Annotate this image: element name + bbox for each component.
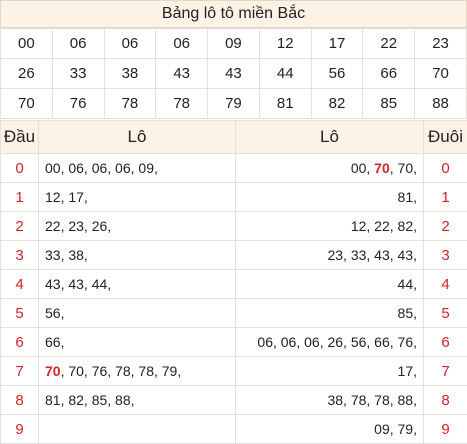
number-cell: 06	[103, 28, 157, 59]
grid-row: 26 33 38 43 43 44 56 66 70	[0, 58, 467, 89]
number-cell: 79	[207, 88, 260, 119]
lo-left-cell: 70, 70, 76, 78, 78, 79,	[38, 356, 236, 386]
table-row: 9 09, 79, 9	[0, 414, 467, 444]
lo-right-cell: 06, 06, 06, 26, 56, 66, 76,	[235, 327, 424, 357]
number-cell: 22	[362, 28, 416, 59]
duoi-cell: 9	[423, 414, 467, 444]
duoi-cell: 5	[423, 298, 467, 328]
number-cell: 33	[51, 58, 105, 89]
table-row: 0 00, 06, 06, 06, 09, 00, 70, 70, 0	[0, 153, 467, 183]
duoi-cell: 8	[423, 385, 467, 415]
dau-cell: 9	[0, 414, 39, 444]
lo-right-cell: 00, 70, 70,	[235, 153, 424, 183]
number-cell: 56	[310, 58, 364, 89]
lo-right-cell: 44,	[235, 269, 424, 299]
number-cell: 23	[414, 28, 467, 59]
numbers-grid: 00 06 06 06 09 12 17 22 23 26 33 38 43 43 44 56 66 70 70 76…	[0, 28, 467, 119]
lo-right-cell: 17,	[235, 356, 424, 386]
dau-cell: 5	[0, 298, 39, 328]
table-row: 1 12, 17, 81, 1	[0, 182, 467, 212]
duoi-cell: 3	[423, 240, 467, 270]
table-row: 7 70, 70, 76, 78, 78, 79, 17, 7	[0, 356, 467, 386]
number-cell: 38	[103, 58, 157, 89]
number-cell: 12	[258, 28, 312, 59]
number-cell: 06	[155, 28, 209, 59]
duoi-cell: 6	[423, 327, 467, 357]
lo-right-cell: 12, 22, 82,	[235, 211, 424, 241]
lo-left-cell: 12, 17,	[38, 182, 236, 212]
number-cell: 43	[207, 58, 260, 89]
number-cell: 76	[51, 88, 105, 119]
number-cell: 43	[155, 58, 209, 89]
lo-right-cell: 23, 33, 43, 43,	[235, 240, 424, 270]
header-lo-left: Lô	[38, 120, 236, 154]
number-cell: 06	[51, 28, 105, 59]
lo-left-cell: 56,	[38, 298, 236, 328]
number-cell: 85	[362, 88, 416, 119]
lo-left-cell: 81, 82, 85, 88,	[38, 385, 236, 415]
header-row: Đầu Lô Lô Đuôi	[0, 120, 467, 154]
lo-left-cell: 00, 06, 06, 06, 09,	[38, 153, 236, 183]
dau-cell: 7	[0, 356, 39, 386]
lo-left-cell: 33, 38,	[38, 240, 236, 270]
grid-row: 00 06 06 06 09 12 17 22 23	[0, 28, 467, 59]
table-row: 2 22, 23, 26, 12, 22, 82, 2	[0, 211, 467, 241]
header-duoi: Đuôi	[423, 120, 467, 154]
duoi-cell: 2	[423, 211, 467, 241]
number-cell: 70	[414, 58, 467, 89]
lo-right-cell: 85,	[235, 298, 424, 328]
table-row: 6 66, 06, 06, 06, 26, 56, 66, 76, 6	[0, 327, 467, 357]
table-row: 3 33, 38, 23, 33, 43, 43, 3	[0, 240, 467, 270]
number-cell: 00	[0, 28, 53, 59]
number-cell: 70	[0, 88, 53, 119]
header-dau: Đầu	[0, 120, 39, 154]
number-cell: 78	[103, 88, 157, 119]
highlighted-number: 70	[374, 160, 390, 176]
number-cell: 17	[310, 28, 364, 59]
lo-left-cell: 22, 23, 26,	[38, 211, 236, 241]
duoi-cell: 1	[423, 182, 467, 212]
dau-cell: 0	[0, 153, 39, 183]
duoi-cell: 0	[423, 153, 467, 183]
duoi-cell: 7	[423, 356, 467, 386]
lo-left-cell	[38, 414, 236, 444]
number-cell: 26	[0, 58, 53, 89]
header-lo-right: Lô	[235, 120, 424, 154]
dau-cell: 3	[0, 240, 39, 270]
dau-cell: 6	[0, 327, 39, 357]
number-cell: 09	[207, 28, 260, 59]
dau-cell: 4	[0, 269, 39, 299]
lo-right-cell: 09, 79,	[235, 414, 424, 444]
lo-right-cell: 38, 78, 78, 88,	[235, 385, 424, 415]
number-cell: 78	[155, 88, 209, 119]
number-cell: 82	[310, 88, 364, 119]
number-cell: 81	[258, 88, 312, 119]
highlighted-number: 70	[45, 363, 61, 379]
table-row: 8 81, 82, 85, 88, 38, 78, 78, 88, 8	[0, 385, 467, 415]
lo-left-cell: 43, 43, 44,	[38, 269, 236, 299]
table-row: 4 43, 43, 44, 44, 4	[0, 269, 467, 299]
number-cell: 88	[414, 88, 467, 119]
lo-right-cell: 81,	[235, 182, 424, 212]
head-tail-table: Đầu Lô Lô Đuôi 0 00, 06, 06, 06, 09, 00, 7…	[0, 120, 467, 444]
lo-left-cell: 66,	[38, 327, 236, 357]
table-title: Bảng lô tô miền Bắc	[0, 0, 467, 28]
dau-cell: 1	[0, 182, 39, 212]
dau-cell: 2	[0, 211, 39, 241]
number-cell: 66	[362, 58, 416, 89]
grid-row: 70 76 78 78 79 81 82 85 88	[0, 88, 467, 119]
duoi-cell: 4	[423, 269, 467, 299]
number-cell: 44	[258, 58, 312, 89]
dau-cell: 8	[0, 385, 39, 415]
table-row: 5 56, 85, 5	[0, 298, 467, 328]
